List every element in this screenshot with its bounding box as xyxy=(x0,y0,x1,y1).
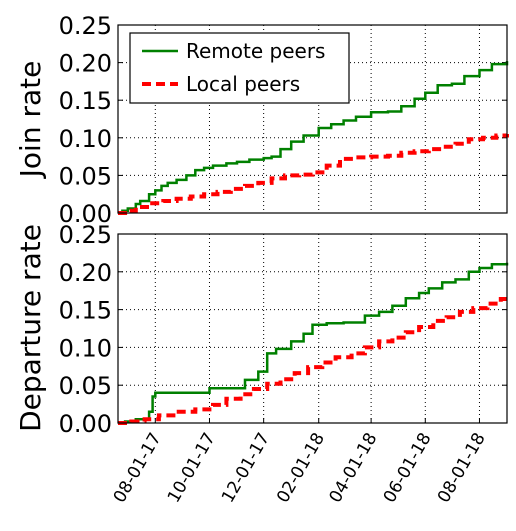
x-tick-label: 04-01-18 xyxy=(326,430,382,507)
x-tick-label: 08-01-18 xyxy=(434,429,490,506)
x-tick-label: 02-01-18 xyxy=(273,430,329,507)
y-tick-label: 0.10 xyxy=(59,334,112,362)
series-line-local-peers xyxy=(118,296,509,425)
y-tick-label: 0.15 xyxy=(59,87,112,115)
y-tick-label: 0.15 xyxy=(59,297,112,325)
x-tick-label: 10-01-17 xyxy=(164,430,220,507)
plot-frame xyxy=(117,24,508,214)
series-line-local-peers xyxy=(118,133,509,215)
chart-panel-2: 0.00 0.05 0.10 0.15 0.20 0.25 08-01-1710-01-17… xyxy=(14,221,509,507)
x-tick-label: 12-01-17 xyxy=(218,430,274,507)
y-axis-title: Join rate xyxy=(14,61,47,180)
y-tick-label: 0.05 xyxy=(59,162,112,190)
y-axis-title: Departure rate xyxy=(14,224,47,432)
y-tick-label: 0.20 xyxy=(59,259,112,287)
x-tick-label: 06-01-18 xyxy=(380,430,436,507)
series-line-remote-peers xyxy=(118,262,509,425)
x-tick-label: 08-01-17 xyxy=(110,430,166,507)
y-tick-label: 0.20 xyxy=(59,50,112,78)
y-tick-label: 0.25 xyxy=(59,221,112,249)
legend: Remote peers Local peers xyxy=(129,32,350,104)
y-tick-label: 0.05 xyxy=(59,372,112,400)
legend-box xyxy=(129,32,350,104)
chart-panel-1: 0.00 0.05 0.10 0.15 0.20 0.25 Join rate Remote … xyxy=(14,12,509,228)
y-tick-label: 0.00 xyxy=(59,200,112,228)
legend-label: Remote peers xyxy=(186,39,325,63)
plot-frame xyxy=(117,233,508,424)
legend-label: Local peers xyxy=(186,72,300,96)
y-tick-label: 0.00 xyxy=(59,410,112,438)
y-tick-label: 0.25 xyxy=(59,12,112,40)
y-tick-label: 0.10 xyxy=(59,125,112,153)
series-line-remote-peers xyxy=(118,61,509,215)
